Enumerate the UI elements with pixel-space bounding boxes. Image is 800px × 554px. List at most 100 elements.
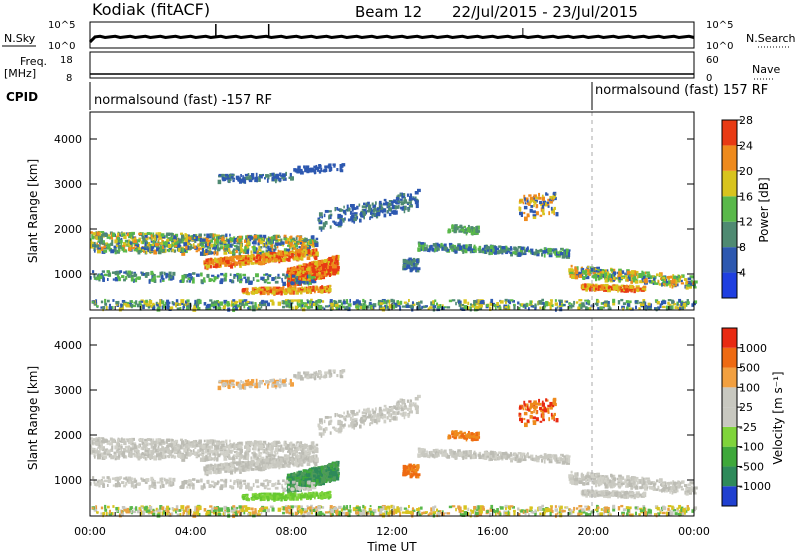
power-echo	[116, 233, 120, 237]
velocity-echo	[313, 446, 317, 451]
power-echo	[286, 257, 289, 262]
power-echo	[594, 302, 598, 305]
velocity-echo	[144, 449, 147, 454]
power-echo	[203, 302, 207, 306]
power-echo	[322, 300, 325, 303]
power-echo	[204, 251, 209, 256]
velocity-echo	[95, 437, 98, 441]
power-echo	[379, 206, 384, 210]
power-echo	[504, 251, 509, 254]
power-echo	[504, 306, 508, 309]
power-echo	[303, 278, 306, 283]
power-echo	[552, 194, 556, 200]
power-echo	[430, 244, 433, 248]
velocity-echo	[179, 438, 184, 442]
power-echo	[121, 233, 126, 237]
power-echo	[623, 288, 627, 293]
power-echo	[449, 246, 454, 249]
power-echo	[436, 307, 438, 312]
power-echo	[111, 271, 116, 274]
power-echo	[336, 270, 340, 275]
power-echo	[234, 261, 237, 266]
power-echo	[395, 197, 399, 201]
power-echo	[641, 270, 644, 275]
power-echo	[275, 235, 278, 240]
power-echo	[226, 259, 230, 265]
power-echo	[333, 221, 337, 225]
power-echo	[322, 222, 327, 227]
power-echo	[672, 283, 677, 288]
power-echo	[520, 251, 524, 256]
power-echo	[580, 284, 583, 289]
power-echo	[188, 278, 191, 283]
colorbar-swatch	[722, 221, 737, 248]
power-echo	[374, 207, 377, 212]
power-echo	[114, 276, 119, 282]
power-echo	[175, 303, 177, 308]
velocity-echo	[155, 440, 159, 444]
velocity-echo	[189, 449, 192, 452]
power-echo	[381, 306, 386, 312]
power-echo	[102, 276, 105, 281]
power-echo	[306, 299, 309, 302]
power-echo	[206, 233, 210, 238]
power-echo	[619, 274, 622, 279]
power-echo	[417, 247, 421, 252]
velocity-echo	[159, 451, 163, 456]
velocity-echo	[111, 445, 114, 450]
power-echo	[657, 280, 660, 284]
velocity-echo	[187, 447, 190, 452]
power-echo	[238, 262, 242, 266]
power-echo	[198, 233, 202, 237]
power-echo	[529, 200, 532, 204]
velocity-echo	[138, 438, 143, 442]
power-echo	[298, 264, 302, 267]
power-echo	[306, 305, 311, 310]
power-echo	[160, 275, 164, 280]
power-echo	[315, 167, 320, 170]
power-echo	[228, 247, 231, 253]
power-echo	[522, 304, 525, 307]
power-echo	[514, 247, 518, 251]
power-echo	[372, 303, 377, 308]
power-echo	[208, 242, 211, 247]
power-echo	[297, 253, 301, 257]
power-echo	[518, 199, 522, 202]
power-echo	[125, 249, 128, 253]
power-echo	[517, 246, 521, 249]
power-echo	[598, 275, 603, 280]
power-echo	[247, 255, 251, 260]
power-echo	[363, 300, 367, 304]
power-echo	[271, 176, 276, 182]
power-echo	[365, 203, 369, 207]
power-echo	[183, 242, 188, 247]
power-echo	[335, 224, 339, 227]
power-echo	[294, 299, 298, 302]
power-echo	[607, 286, 610, 290]
power-echo	[216, 274, 220, 278]
power-echo	[294, 250, 298, 255]
velocity-echo	[167, 454, 171, 459]
power-echo	[591, 275, 594, 278]
power-echo	[583, 270, 587, 275]
power-echo	[388, 299, 391, 304]
power-echo	[338, 304, 342, 308]
power-echo	[262, 301, 267, 307]
power-echo	[162, 244, 167, 248]
power-echo	[523, 205, 528, 210]
power-echo	[631, 288, 636, 292]
power-echo	[149, 232, 153, 236]
power-echo	[547, 204, 550, 207]
power-echo	[160, 233, 165, 237]
power-echo	[136, 303, 140, 308]
power-echo	[268, 274, 272, 278]
power-echo	[328, 266, 333, 270]
velocity-echo	[280, 444, 283, 449]
power-echo	[230, 279, 234, 283]
power-echo	[392, 299, 396, 304]
power-echo	[259, 257, 261, 261]
power-echo	[641, 280, 646, 284]
power-echo	[205, 304, 210, 309]
power-echo	[240, 259, 244, 263]
power-echo	[401, 208, 406, 211]
